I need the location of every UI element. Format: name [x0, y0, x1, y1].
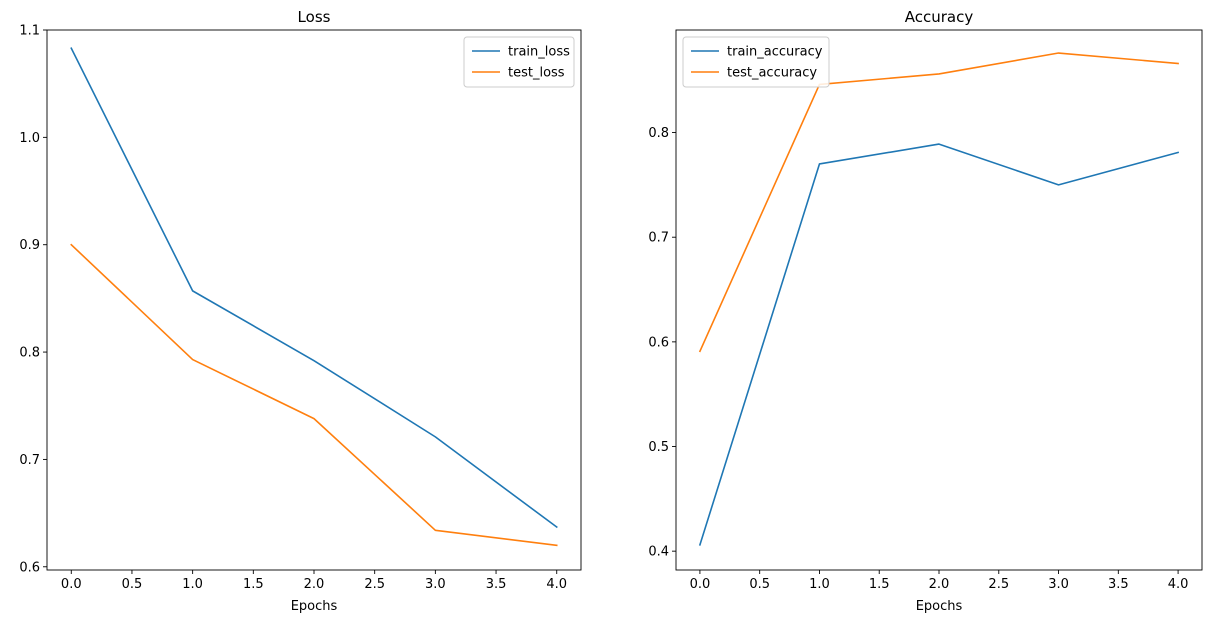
- y-tick-label: 0.7: [648, 231, 669, 246]
- y-tick-label: 0.5: [648, 440, 669, 455]
- y-tick-label: 0.9: [19, 238, 40, 253]
- x-tick-label: 1.5: [869, 577, 890, 592]
- chart-title: Accuracy: [905, 8, 974, 26]
- y-tick-label: 0.8: [648, 126, 669, 141]
- x-tick-label: 1.5: [243, 577, 264, 592]
- x-axis-label: Epochs: [916, 599, 963, 614]
- legend-label-train_loss: train_loss: [508, 45, 570, 60]
- x-tick-label: 3.5: [1108, 577, 1129, 592]
- plot-frame: [675, 29, 1203, 571]
- x-tick-label: 4.0: [546, 577, 567, 592]
- series-line-train_accuracy: [698, 143, 1180, 546]
- plot-frame: [46, 29, 582, 571]
- x-tick-label: 3.0: [1048, 577, 1069, 592]
- x-tick-label: 0.0: [690, 577, 711, 592]
- series-line-test_accuracy: [698, 52, 1179, 353]
- legend: train_accuracy test_accuracy: [682, 36, 830, 88]
- y-tick-label: 0.6: [19, 560, 40, 575]
- x-tick-label: 3.5: [486, 577, 507, 592]
- legend-box: [682, 36, 830, 88]
- y-tick-label: 0.4: [648, 545, 669, 560]
- x-tick-label: 2.0: [929, 577, 950, 592]
- legend-label-test_loss: test_loss: [508, 66, 565, 81]
- x-tick-label: 4.0: [1168, 577, 1189, 592]
- chart-title: Loss: [298, 8, 331, 26]
- series-line-test_loss: [70, 243, 558, 547]
- x-axis-label: Epochs: [291, 599, 338, 614]
- series-line-train_loss: [70, 47, 558, 529]
- x-tick-label: 0.0: [61, 577, 82, 592]
- legend-label-test_accuracy: test_accuracy: [727, 66, 817, 81]
- chart-1: Accuracy 0.0 0.5 1.0 1.5 2.0 2.5 3.0 3.5 4.0 0.4 0.…: [648, 8, 1203, 614]
- legend: train_loss test_loss: [463, 36, 575, 88]
- y-tick-label: 1.1: [19, 24, 40, 39]
- x-tick-label: 1.0: [182, 577, 203, 592]
- x-tick-label: 2.0: [304, 577, 325, 592]
- x-tick-label: 2.5: [988, 577, 1009, 592]
- x-tick-label: 1.0: [809, 577, 830, 592]
- y-tick-label: 0.6: [648, 335, 669, 350]
- legend-box: [463, 36, 575, 88]
- x-tick-label: 0.5: [122, 577, 143, 592]
- legend-label-train_accuracy: train_accuracy: [727, 45, 823, 60]
- chart-0: Loss 0.0 0.5 1.0 1.5 2.0 2.5 3.0 3.5 4.0 0.6 0.7 0.8…: [19, 8, 582, 614]
- x-tick-label: 0.5: [749, 577, 770, 592]
- y-tick-label: 0.8: [19, 346, 40, 361]
- y-tick-label: 1.0: [19, 131, 40, 146]
- x-tick-label: 3.0: [425, 577, 446, 592]
- x-tick-label: 2.5: [364, 577, 385, 592]
- y-tick-label: 0.7: [19, 453, 40, 468]
